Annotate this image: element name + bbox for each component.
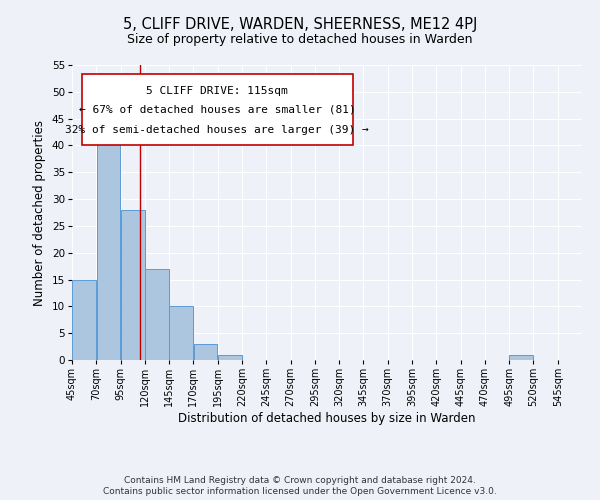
Bar xyxy=(97,124,121,360)
Bar xyxy=(121,210,145,360)
Text: 32% of semi-detached houses are larger (39) →: 32% of semi-detached houses are larger (… xyxy=(65,126,369,136)
Y-axis label: Number of detached properties: Number of detached properties xyxy=(33,120,46,306)
Text: Size of property relative to detached houses in Warden: Size of property relative to detached ho… xyxy=(127,32,473,46)
Text: 5, CLIFF DRIVE, WARDEN, SHEERNESS, ME12 4PJ: 5, CLIFF DRIVE, WARDEN, SHEERNESS, ME12 … xyxy=(123,18,477,32)
Text: ← 67% of detached houses are smaller (81): ← 67% of detached houses are smaller (81… xyxy=(79,105,356,115)
X-axis label: Distribution of detached houses by size in Warden: Distribution of detached houses by size … xyxy=(178,412,476,425)
Text: 5 CLIFF DRIVE: 115sqm: 5 CLIFF DRIVE: 115sqm xyxy=(146,86,288,96)
Bar xyxy=(72,280,96,360)
Bar xyxy=(169,306,193,360)
Text: Contains HM Land Registry data © Crown copyright and database right 2024.: Contains HM Land Registry data © Crown c… xyxy=(124,476,476,485)
Bar xyxy=(145,269,169,360)
Bar xyxy=(218,354,242,360)
Bar xyxy=(509,354,533,360)
Bar xyxy=(194,344,217,360)
Text: Contains public sector information licensed under the Open Government Licence v3: Contains public sector information licen… xyxy=(103,488,497,496)
FancyBboxPatch shape xyxy=(82,74,353,144)
